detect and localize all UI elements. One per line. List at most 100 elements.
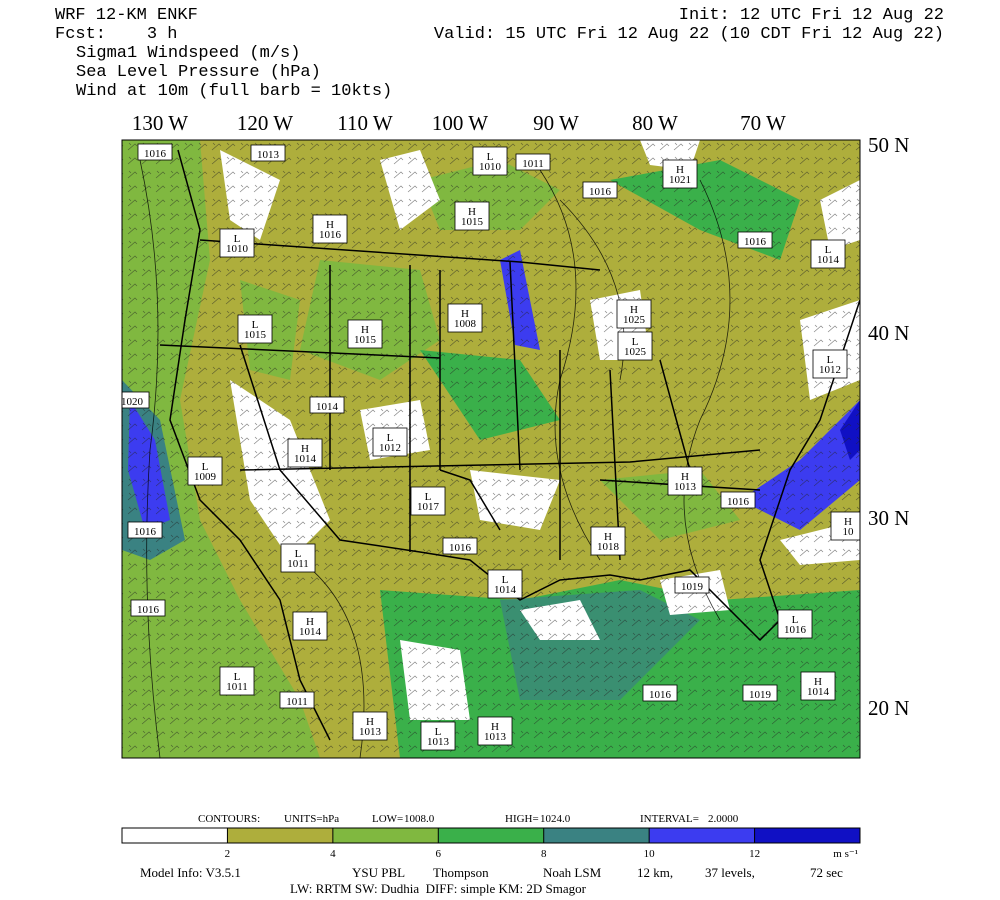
pressure-value: 1010 [226, 243, 249, 255]
latitude-label: 30 N [868, 506, 909, 530]
pressure-value: 1019 [749, 689, 772, 701]
pressure-value: 10 [843, 526, 855, 538]
pressure-value: 1016 [449, 542, 472, 554]
pressure-symbol: H [630, 304, 638, 316]
pressure-box [352, 711, 388, 741]
colorbar-tick-label: 12 [749, 848, 760, 860]
pressure-symbol: L [234, 233, 241, 245]
pressure-value: 1014 [316, 401, 339, 413]
pressure-center: 1019 [742, 684, 778, 702]
pressure-symbol: H [361, 324, 369, 336]
pressure-center: 1016 [130, 599, 166, 617]
pressure-value: 1013 [674, 481, 697, 493]
colorbar-segment [227, 828, 333, 843]
pressure-value: 1011 [286, 696, 308, 708]
latitude-label: 40 N [868, 321, 909, 345]
pressure-center: 1016 [737, 231, 773, 249]
pressure-value: 1017 [417, 501, 440, 513]
pressure-center: 1016 [137, 143, 173, 161]
contour-info: INTERVAL= [640, 813, 699, 825]
pressure-box [420, 721, 456, 751]
colorbar-tick-label: 2 [225, 848, 231, 860]
pressure-value: 1014 [817, 254, 840, 266]
pressure-box [447, 303, 483, 333]
pressure-value: 1008 [454, 318, 477, 330]
pressure-value: 1011 [287, 558, 309, 570]
pressure-box [122, 391, 150, 409]
pressure-center: 1016 [442, 537, 478, 555]
model-info: 72 sec [810, 865, 843, 880]
colorbar-segment [122, 828, 228, 843]
pressure-box [127, 521, 163, 539]
longitude-label: 90 W [533, 111, 579, 135]
contour-info: LOW= [372, 813, 403, 825]
pressure-symbol: L [502, 574, 509, 586]
pressure-center: 1016 [582, 181, 618, 199]
longitude-label: 70 W [740, 111, 786, 135]
pressure-symbol: H [326, 219, 334, 231]
pressure-center: 1014 [309, 396, 345, 414]
pressure-value: 1021 [669, 174, 691, 186]
pressure-value: 1016 [319, 229, 342, 241]
header-line: Fcst: 3 h [55, 25, 177, 44]
pressure-symbol: H [491, 721, 499, 733]
latitude-label: 20 N [868, 696, 909, 720]
pressure-box [742, 684, 778, 702]
pressure-box [279, 691, 315, 709]
pressure-box [777, 609, 813, 639]
pressure-symbol: H [468, 206, 476, 218]
model-info: Model Info: V3.5.1 [140, 865, 241, 880]
pressure-symbol: L [234, 671, 241, 683]
pressure-box [219, 666, 255, 696]
pressure-symbol: L [435, 726, 442, 738]
longitude-label: 100 W [432, 111, 488, 135]
header-line: Valid: 15 UTC Fri 12 Aug 22 (10 CDT Fri … [434, 25, 944, 44]
pressure-box [810, 239, 846, 269]
pressure-value: 1015 [461, 216, 484, 228]
pressure-symbol: L [425, 491, 432, 503]
pressure-box [667, 466, 703, 496]
pressure-symbol: H [681, 471, 689, 483]
pressure-value: 1016 [784, 624, 807, 636]
colorbar-segment [649, 828, 755, 843]
pressure-symbol: L [827, 354, 834, 366]
pressure-center: 1019 [674, 576, 710, 594]
pressure-box [662, 159, 698, 189]
pressure-box [372, 427, 408, 457]
pressure-center: 1013 [250, 144, 286, 162]
pressure-box [812, 349, 848, 379]
pressure-box [347, 319, 383, 349]
pressure-box [292, 611, 328, 641]
pressure-box [454, 201, 490, 231]
pressure-value: 1013 [359, 726, 382, 738]
colorbar-frame [121, 827, 861, 844]
model-info: Noah LSM [543, 865, 602, 880]
pressure-box [642, 684, 678, 702]
pressure-center: 1011 [515, 153, 551, 171]
colorbar-segment [332, 828, 439, 843]
pressure-box [674, 576, 710, 594]
model-info: 37 levels, [705, 865, 755, 880]
pressure-symbol: L [202, 461, 209, 473]
model-info: Thompson [433, 865, 489, 880]
pressure-value: 1014 [807, 686, 830, 698]
pressure-value: 1016 [589, 186, 612, 198]
pressure-box [590, 526, 626, 556]
pressure-value: 1012 [379, 442, 401, 454]
colorbar-units: m s⁻¹ [833, 848, 858, 860]
